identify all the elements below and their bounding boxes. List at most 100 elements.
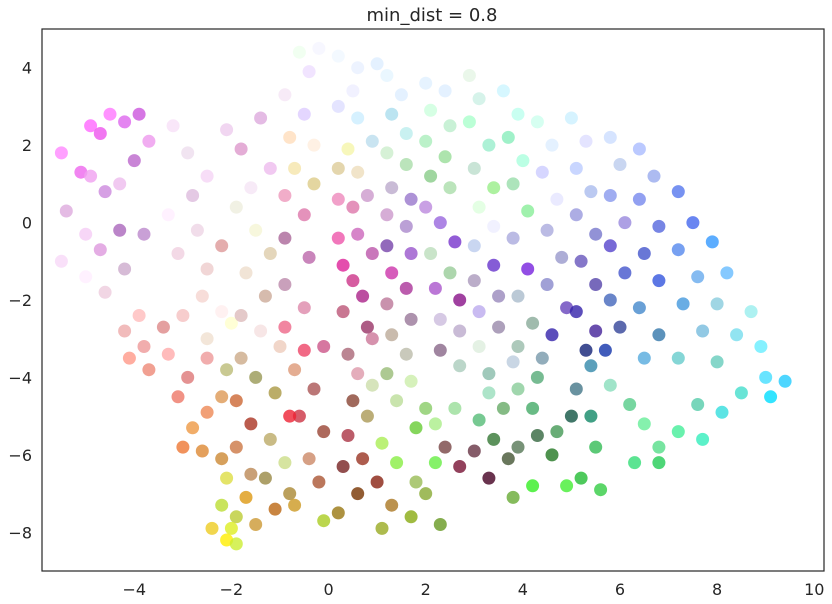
- scatter-point: [574, 254, 588, 268]
- scatter-point: [419, 401, 433, 415]
- scatter-point: [229, 200, 243, 214]
- x-tick-label: 6: [615, 580, 625, 599]
- scatter-point: [496, 84, 510, 98]
- scatter-point: [569, 305, 583, 319]
- scatter-point: [443, 119, 457, 133]
- scatter-point: [341, 429, 355, 442]
- scatter-point: [637, 247, 651, 260]
- scatter-point: [671, 425, 685, 439]
- scatter-point: [603, 130, 617, 144]
- y-tick-label: −2: [8, 291, 32, 310]
- scatter-point: [365, 134, 379, 148]
- scatter-point: [302, 452, 316, 466]
- scatter-point: [394, 88, 408, 102]
- scatter-point: [589, 324, 603, 338]
- scatter-point: [764, 390, 778, 404]
- scatter-point: [472, 305, 486, 319]
- scatter-point: [409, 421, 423, 435]
- scatter-point: [492, 289, 506, 303]
- scatter-point: [317, 425, 331, 439]
- x-tick-label: 0: [324, 580, 334, 599]
- scatter-point: [351, 165, 365, 179]
- scatter-point: [603, 239, 617, 253]
- chart-title: min_dist = 0.8: [367, 5, 498, 26]
- scatter-point: [710, 355, 724, 369]
- scatter-point: [511, 340, 525, 353]
- scatter-point: [467, 444, 481, 458]
- scatter-point: [487, 219, 501, 233]
- scatter-point: [623, 398, 637, 411]
- scatter-point: [424, 103, 438, 117]
- scatter-point: [540, 223, 554, 237]
- scatter-point: [98, 285, 112, 299]
- scatter-point: [550, 425, 564, 439]
- scatter-point: [380, 367, 394, 381]
- scatter-point: [530, 429, 544, 442]
- scatter-point: [409, 475, 423, 489]
- scatter-point: [239, 266, 253, 280]
- scatter-point: [472, 340, 486, 353]
- scatter-point: [365, 378, 379, 392]
- scatter-point: [399, 347, 413, 361]
- scatter-point: [404, 312, 418, 326]
- scatter-point: [302, 65, 316, 79]
- scatter-point: [632, 192, 646, 206]
- scatter-point: [307, 138, 321, 152]
- scatter-point: [181, 146, 195, 160]
- scatter-point: [462, 115, 476, 129]
- scatter-point: [501, 130, 515, 144]
- scatter-point: [288, 161, 302, 175]
- scatter-point: [652, 328, 666, 342]
- scatter-point: [448, 401, 462, 415]
- scatter-point: [171, 390, 185, 404]
- scatter-point: [84, 119, 98, 133]
- scatter-point: [283, 487, 297, 501]
- scatter-point: [181, 370, 195, 384]
- scatter-point: [516, 154, 530, 168]
- scatter-point: [467, 274, 481, 288]
- scatter-point: [200, 262, 214, 276]
- scatter-point: [98, 185, 112, 199]
- scatter-point: [249, 518, 263, 531]
- scatter-point: [249, 370, 263, 384]
- scatter-point: [438, 440, 452, 454]
- scatter-point: [632, 142, 646, 156]
- scatter-point: [691, 398, 705, 411]
- scatter-point: [186, 421, 200, 435]
- scatter-point: [428, 417, 442, 431]
- scatter-point: [443, 181, 457, 195]
- scatter-point: [526, 479, 540, 493]
- scatter-point: [574, 471, 588, 485]
- scatter-point: [647, 169, 661, 183]
- scatter-point: [744, 305, 758, 319]
- scatter-point: [351, 111, 365, 125]
- scatter-point: [385, 328, 399, 342]
- scatter-point: [710, 297, 724, 311]
- scatter-point: [453, 293, 467, 307]
- y-axis-ticks: 4 2 0 −2 −4 −6 −8: [8, 59, 32, 543]
- scatter-point: [341, 347, 355, 361]
- scatter-point: [511, 107, 525, 121]
- scatter-point: [399, 219, 413, 233]
- scatter-point: [356, 289, 370, 303]
- scatter-point: [215, 239, 229, 253]
- scatter-point: [312, 41, 326, 55]
- scatter-point: [433, 312, 447, 326]
- scatter-point: [297, 208, 311, 222]
- scatter-point: [215, 452, 229, 466]
- scatter-point: [390, 394, 404, 408]
- scatter-point: [288, 498, 302, 512]
- scatter-point: [263, 432, 277, 446]
- scatter-point: [156, 320, 170, 334]
- scatter-point: [302, 250, 316, 264]
- scatter-point: [215, 390, 229, 404]
- scatter-point: [530, 370, 544, 384]
- scatter-point: [482, 471, 496, 485]
- scatter-point: [356, 452, 370, 466]
- scatter-point: [331, 231, 345, 245]
- scatter-point: [380, 239, 394, 253]
- scatter-point: [438, 150, 452, 164]
- scatter-point: [462, 69, 476, 82]
